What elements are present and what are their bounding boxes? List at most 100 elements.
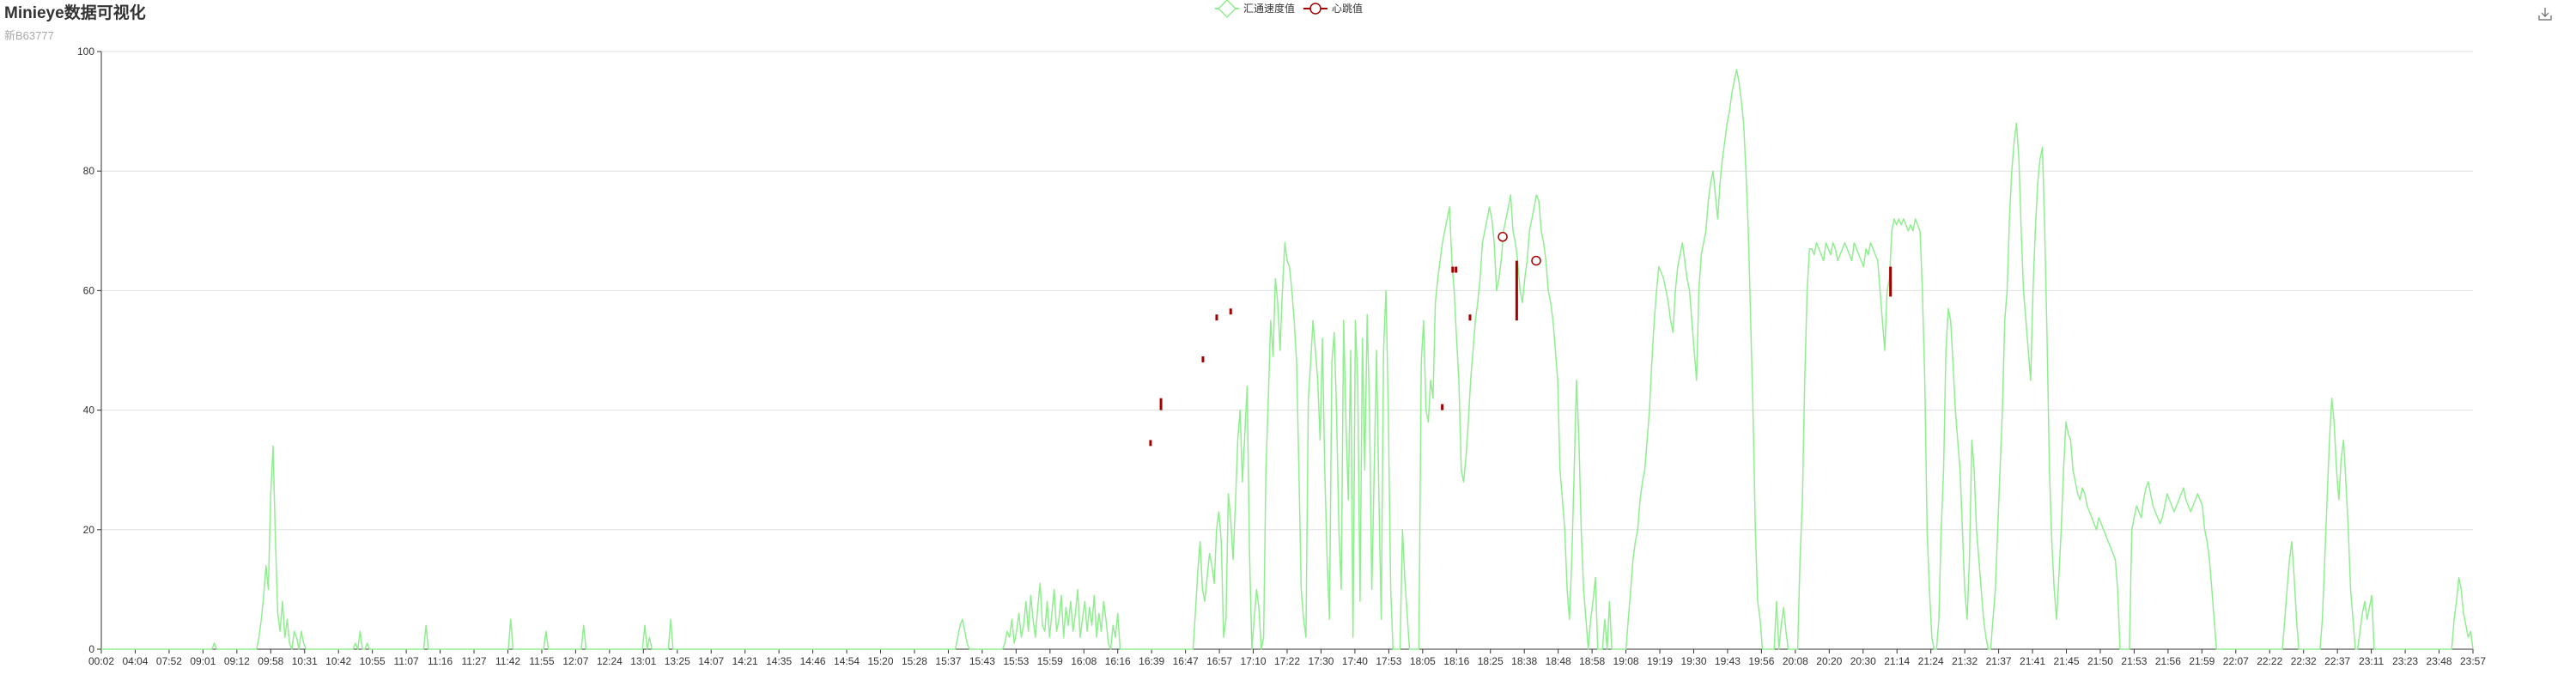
x-tick-label: 20:30 (1850, 655, 1876, 667)
heartbeat-bar (1889, 266, 1893, 297)
heartbeat-bar (1455, 266, 1458, 273)
x-tick-label: 13:25 (665, 655, 690, 667)
heartbeat-bar (1441, 404, 1444, 410)
y-tick-label: 100 (77, 46, 94, 58)
x-tick-label: 16:57 (1206, 655, 1232, 667)
x-tick-label: 10:55 (360, 655, 386, 667)
x-tick-label: 21:14 (1884, 655, 1910, 667)
series-speed (101, 69, 2474, 650)
x-tick-label: 20:08 (1783, 655, 1808, 667)
x-tick-label: 07:52 (156, 655, 182, 667)
legend-item-speed[interactable]: 汇通速度值 (1215, 0, 1295, 18)
y-tick-label: 80 (83, 165, 95, 177)
x-tick-label: 22:07 (2223, 655, 2249, 667)
x-axis: 00:02 04:04 07:52 09:01 09:12 09:58 10:31 10:42… (88, 648, 2486, 667)
heartbeat-bar (1229, 308, 1232, 315)
heartbeat-bar (1201, 356, 1205, 362)
x-tick-label: 00:02 (88, 655, 114, 667)
x-tick-label: 14:46 (800, 655, 826, 667)
y-tick-label: 60 (83, 284, 95, 296)
legend[interactable]: 汇通速度值 心跳值 (1215, 0, 1363, 18)
x-tick-label: 15:43 (969, 655, 995, 667)
x-tick-label: 04:04 (122, 655, 148, 667)
heartbeat-bar (1451, 266, 1455, 273)
x-tick-label: 21:56 (2155, 655, 2181, 667)
x-tick-label: 19:08 (1613, 655, 1639, 667)
heartbeat-point (1498, 232, 1508, 242)
series-heartbeat (1149, 232, 1893, 447)
legend-item-heartbeat[interactable]: 心跳值 (1303, 2, 1363, 15)
save-image-button[interactable] (2537, 5, 2554, 22)
x-tick-label: 13:01 (630, 655, 656, 667)
x-tick-label: 15:28 (902, 655, 927, 667)
x-tick-label: 21:53 (2121, 655, 2147, 667)
x-tick-label: 14:21 (732, 655, 758, 667)
speed-line (101, 69, 2474, 650)
x-tick-label: 19:56 (1748, 655, 1774, 667)
legend-marker-speed (1218, 0, 1236, 18)
x-tick-label: 14:07 (698, 655, 724, 667)
x-tick-label: 09:12 (224, 655, 250, 667)
x-tick-label: 16:39 (1139, 655, 1164, 667)
x-tick-label: 21:37 (1986, 655, 2012, 667)
legend-marker-heartbeat (1309, 3, 1321, 15)
x-tick-label: 18:38 (1511, 655, 1537, 667)
x-tick-label: 21:24 (1918, 655, 1944, 667)
x-tick-label: 18:05 (1410, 655, 1436, 667)
x-tick-label: 12:07 (562, 655, 588, 667)
x-tick-label: 10:31 (292, 655, 318, 667)
x-tick-label: 11:07 (394, 655, 419, 667)
x-tick-label: 11:16 (428, 655, 453, 667)
x-tick-label: 23:23 (2392, 655, 2418, 667)
heartbeat-bar (1159, 398, 1163, 410)
heartbeat-bar (1468, 314, 1472, 321)
x-tick-label: 15:59 (1037, 655, 1063, 667)
x-tick-label: 15:37 (935, 655, 961, 667)
x-tick-label: 22:32 (2291, 655, 2317, 667)
x-tick-label: 11:42 (495, 655, 520, 667)
x-tick-label: 22:37 (2324, 655, 2350, 667)
x-tick-label: 15:20 (867, 655, 893, 667)
x-tick-label: 16:16 (1105, 655, 1131, 667)
legend-label-heartbeat: 心跳值 (1332, 2, 1363, 15)
x-tick-label: 18:58 (1579, 655, 1605, 667)
x-tick-label: 18:25 (1478, 655, 1504, 667)
x-tick-label: 17:30 (1308, 655, 1334, 667)
chart-title: Minieye数据可视化 (4, 4, 146, 22)
heartbeat-point (1531, 255, 1541, 266)
x-tick-label: 22:22 (2257, 655, 2282, 667)
x-tick-label: 23:11 (2359, 655, 2384, 667)
x-tick-label: 10:42 (325, 655, 351, 667)
x-tick-label: 16:08 (1071, 655, 1097, 667)
x-tick-label: 23:57 (2460, 655, 2486, 667)
x-tick-label: 19:43 (1715, 655, 1741, 667)
heartbeat-bar (1149, 440, 1152, 447)
x-tick-label: 18:16 (1443, 655, 1469, 667)
x-tick-label: 14:54 (834, 655, 860, 667)
x-tick-label: 17:40 (1342, 655, 1368, 667)
y-tick-label: 0 (88, 643, 94, 655)
x-tick-label: 09:58 (258, 655, 283, 667)
download-icon (2538, 8, 2552, 21)
x-tick-label: 21:50 (2087, 655, 2113, 667)
x-tick-label: 17:22 (1274, 655, 1300, 667)
heartbeat-bar (1215, 314, 1218, 321)
x-tick-label: 21:32 (1952, 655, 1978, 667)
x-tick-label: 14:35 (766, 655, 792, 667)
y-tick-label: 40 (83, 404, 95, 416)
heartbeat-bar (1515, 260, 1518, 321)
x-tick-label: 17:53 (1376, 655, 1401, 667)
x-tick-label: 15:53 (1003, 655, 1029, 667)
x-tick-label: 21:45 (2053, 655, 2079, 667)
chart-subtitle: 新B63777 (4, 29, 54, 42)
x-tick-label: 21:41 (2020, 655, 2045, 667)
x-tick-label: 09:01 (190, 655, 216, 667)
x-tick-label: 18:48 (1546, 655, 1571, 667)
x-tick-label: 11:27 (461, 655, 486, 667)
legend-label-speed: 汇通速度值 (1243, 2, 1295, 15)
x-tick-label: 23:48 (2427, 655, 2452, 667)
x-tick-label: 20:20 (1816, 655, 1842, 667)
x-tick-label: 21:59 (2189, 655, 2215, 667)
y-tick-label: 20 (83, 524, 95, 536)
x-tick-label: 12:24 (597, 655, 623, 667)
